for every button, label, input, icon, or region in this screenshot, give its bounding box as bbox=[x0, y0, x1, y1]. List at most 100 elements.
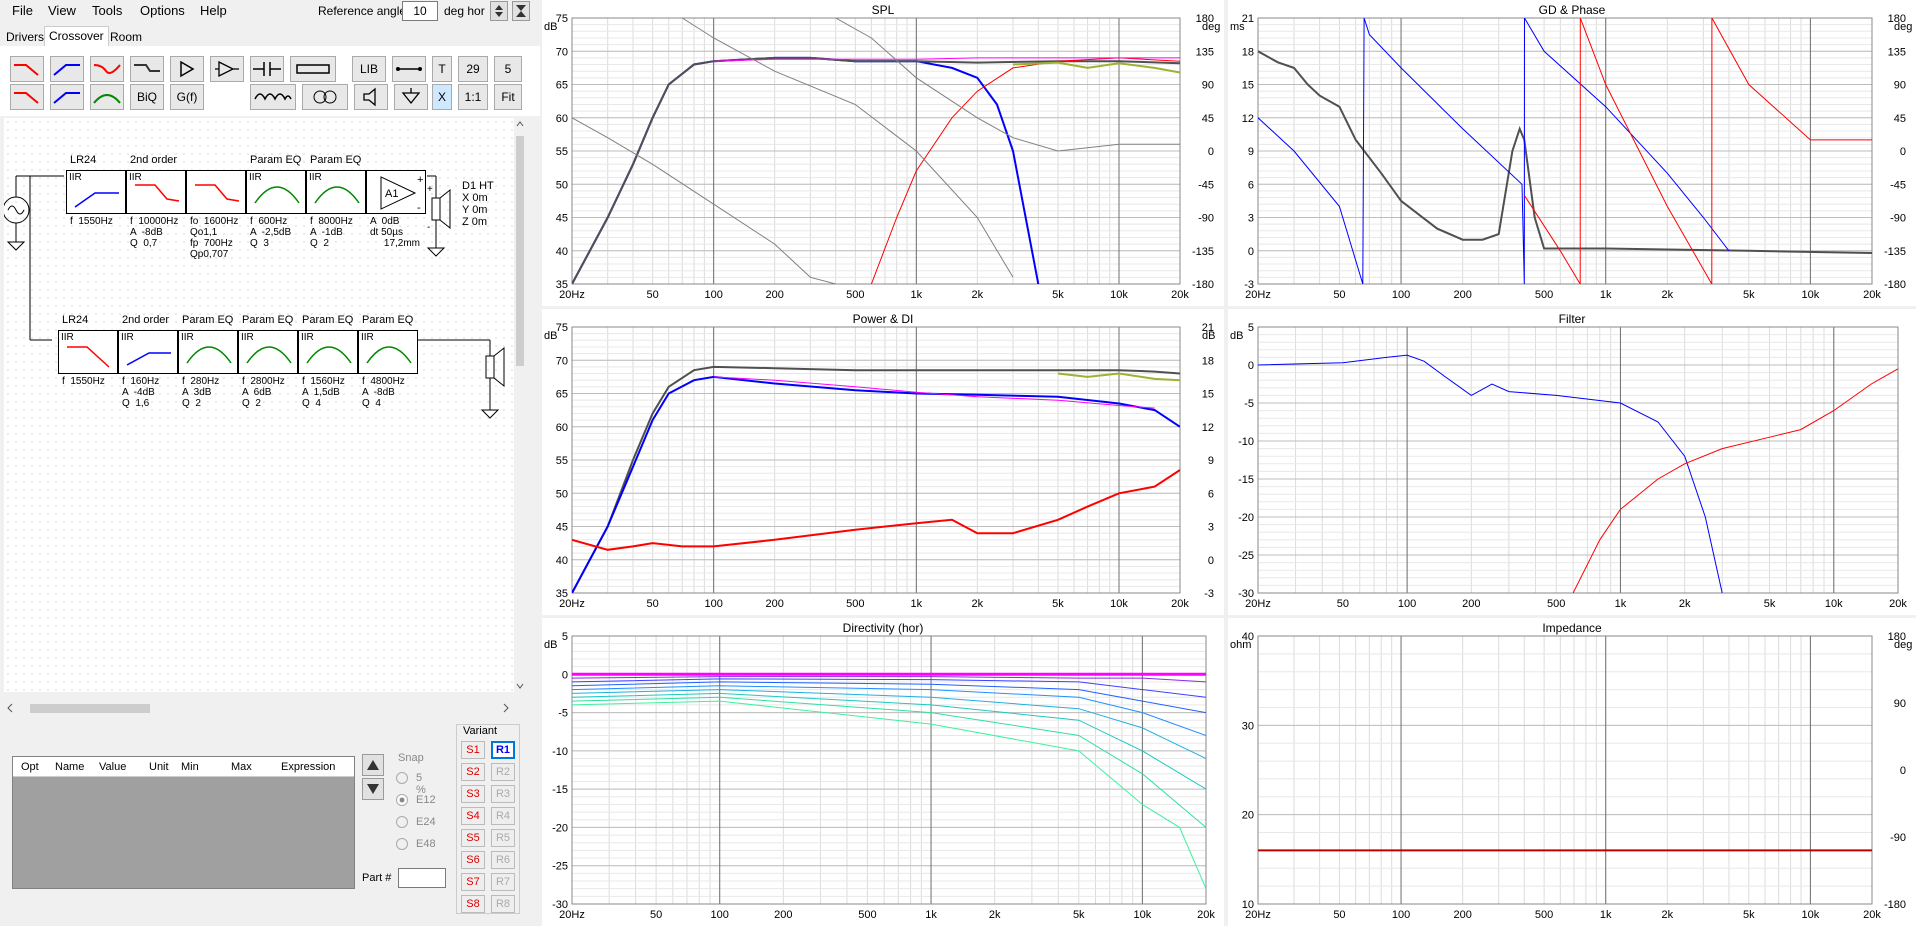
capacitor-button[interactable] bbox=[250, 56, 284, 82]
angle-reset-button[interactable] bbox=[512, 1, 530, 21]
variant-s5[interactable]: S5 bbox=[461, 829, 485, 847]
inductor-button[interactable] bbox=[250, 84, 296, 110]
snap-radio-e48[interactable] bbox=[396, 838, 408, 850]
block-lr24-bottom[interactable]: IIR bbox=[58, 330, 118, 374]
text-button[interactable]: T bbox=[432, 56, 452, 82]
variant-r8[interactable]: R8 bbox=[491, 895, 515, 913]
crossover-canvas[interactable]: + - IIR IIR IIR IIR A1 + - LR24 2nd order … bbox=[4, 118, 518, 692]
col-name[interactable]: Name bbox=[55, 761, 85, 773]
variant-s2[interactable]: S2 bbox=[461, 763, 485, 781]
menu-help[interactable]: Help bbox=[200, 3, 227, 18]
variant-r5[interactable]: R5 bbox=[491, 829, 515, 847]
block-peq1-bottom[interactable]: IIR bbox=[178, 330, 238, 374]
lib-button[interactable]: LIB bbox=[352, 56, 386, 82]
variant-r1[interactable]: R1 bbox=[491, 741, 515, 759]
parameter-table[interactable]: Opt Name Value Unit Min Max Expression bbox=[12, 756, 355, 889]
col-opt[interactable]: Opt bbox=[21, 761, 39, 773]
variant-s4[interactable]: S4 bbox=[461, 807, 485, 825]
bp-red-button[interactable] bbox=[90, 56, 124, 82]
block-peq2-bottom[interactable]: IIR bbox=[238, 330, 298, 374]
snap-radio-5[interactable] bbox=[396, 772, 408, 784]
col-max[interactable]: Max bbox=[231, 761, 252, 773]
variant-r3[interactable]: R3 bbox=[491, 785, 515, 803]
block-type: IIR bbox=[121, 332, 134, 343]
spl-chart[interactable]: SPL 20Hz 50 100 200 500 1k 2k 5k 10k 20k 75 70 65 60 55… bbox=[542, 0, 1224, 306]
resistor-button[interactable] bbox=[290, 56, 336, 82]
one-to-one-button[interactable]: 1:1 bbox=[458, 84, 488, 110]
col-value[interactable]: Value bbox=[99, 761, 127, 773]
col-expression[interactable]: Expression bbox=[281, 761, 336, 773]
col-unit[interactable]: Unit bbox=[149, 761, 169, 773]
block-2nd-order-bottom[interactable]: IIR bbox=[118, 330, 178, 374]
biq-button[interactable]: BiQ bbox=[130, 84, 164, 110]
y2-tick-label: -45 bbox=[1890, 179, 1906, 191]
snap-radio-e12[interactable] bbox=[396, 794, 408, 806]
grid-value-5[interactable]: 5 bbox=[494, 56, 522, 82]
tab-drivers[interactable]: Drivers bbox=[6, 30, 44, 44]
tab-crossover[interactable]: Crossover bbox=[44, 26, 109, 48]
lp-red2-button[interactable] bbox=[10, 84, 44, 110]
wire-button[interactable] bbox=[392, 56, 426, 82]
power-di-chart[interactable]: Power & DI 20Hz 50 100 200 500 1k 2k 5k 10k 20k 75 7… bbox=[542, 309, 1224, 615]
block-2nd-order-top[interactable]: IIR bbox=[126, 170, 186, 214]
y-tick-label: 5 bbox=[562, 631, 568, 643]
transformer-button[interactable] bbox=[302, 84, 348, 110]
angle-spinner[interactable] bbox=[490, 1, 508, 21]
block-peq1-top[interactable]: IIR bbox=[246, 170, 306, 214]
hp-blue-button[interactable] bbox=[50, 56, 84, 82]
variant-r7[interactable]: R7 bbox=[491, 873, 515, 891]
block-params: f 10000Hz A -8dB Q 0,7 bbox=[130, 216, 179, 249]
variant-s3[interactable]: S3 bbox=[461, 785, 485, 803]
fit-button[interactable]: Fit bbox=[494, 84, 522, 110]
move-up-button[interactable] bbox=[362, 754, 384, 776]
x-toggle[interactable]: X bbox=[432, 84, 452, 110]
canvas-vertical-scrollbar[interactable] bbox=[514, 118, 526, 692]
play-button[interactable] bbox=[170, 56, 204, 82]
x-tick-label: 20Hz bbox=[1245, 598, 1271, 610]
block-lr24-top[interactable]: IIR bbox=[66, 170, 126, 214]
filter-chart[interactable]: Filter 20Hz 50 100 200 500 1k 2k 5k 10k 20k 5 0 -5 -10… bbox=[1228, 309, 1916, 615]
peq-button[interactable] bbox=[90, 84, 124, 110]
block-peq2-top[interactable]: IIR bbox=[306, 170, 366, 214]
menu-options[interactable]: Options bbox=[140, 3, 185, 18]
block-params: f 1560Hz A 1,5dB Q 4 bbox=[302, 376, 345, 409]
menu-file[interactable]: File bbox=[12, 3, 33, 18]
x-tick-label: 100 bbox=[1398, 598, 1416, 610]
variant-s7[interactable]: S7 bbox=[461, 873, 485, 891]
block-peq3-bottom[interactable]: IIR bbox=[298, 330, 358, 374]
block-params: f 280Hz A 3dB Q 2 bbox=[182, 376, 220, 409]
y-tick-label: 40 bbox=[556, 555, 568, 567]
variant-r4[interactable]: R4 bbox=[491, 807, 515, 825]
shelf-button[interactable] bbox=[130, 56, 164, 82]
amp-button[interactable] bbox=[210, 56, 244, 82]
grid-value-29[interactable]: 29 bbox=[458, 56, 488, 82]
block-peq4-bottom[interactable]: IIR bbox=[358, 330, 418, 374]
menu-tools[interactable]: Tools bbox=[92, 3, 123, 18]
move-down-button[interactable] bbox=[362, 778, 384, 800]
ground-button[interactable] bbox=[394, 84, 428, 110]
snap-radio-e24[interactable] bbox=[396, 816, 408, 828]
col-min[interactable]: Min bbox=[181, 761, 199, 773]
variant-r6[interactable]: R6 bbox=[491, 851, 515, 869]
amplifier-icon bbox=[215, 60, 239, 78]
gf-button[interactable]: G(f) bbox=[170, 84, 204, 110]
variant-s1[interactable]: S1 bbox=[461, 741, 485, 759]
variant-r2[interactable]: R2 bbox=[491, 763, 515, 781]
block-amp-top[interactable]: A1 + - bbox=[366, 170, 426, 214]
part-number-input[interactable] bbox=[398, 868, 446, 888]
variant-s6[interactable]: S6 bbox=[461, 851, 485, 869]
reference-angle-input[interactable] bbox=[402, 1, 438, 21]
hp-blue2-button[interactable] bbox=[50, 84, 84, 110]
lp-red-button[interactable] bbox=[10, 56, 44, 82]
block-notch-top[interactable] bbox=[186, 170, 246, 214]
canvas-horizontal-scrollbar[interactable] bbox=[4, 700, 514, 716]
directivity-chart[interactable]: Directivity (hor) 20Hz 50 100 200 500 1k 2k 5k 10… bbox=[542, 618, 1224, 926]
variant-s8[interactable]: S8 bbox=[461, 895, 485, 913]
x-tick-label: 50 bbox=[1337, 598, 1349, 610]
tab-room[interactable]: Room bbox=[110, 30, 143, 44]
driver-button[interactable] bbox=[354, 84, 388, 110]
y-tick-label: 50 bbox=[556, 488, 568, 500]
gd-phase-chart[interactable]: GD & Phase 20Hz 50 100 200 500 1k 2k 5k 10k 20k 21 1… bbox=[1228, 0, 1916, 306]
menu-view[interactable]: View bbox=[48, 3, 76, 18]
impedance-chart[interactable]: Impedance 20Hz 50 100 200 500 1k 2k 5k 10k 20k 40 30… bbox=[1228, 618, 1916, 926]
